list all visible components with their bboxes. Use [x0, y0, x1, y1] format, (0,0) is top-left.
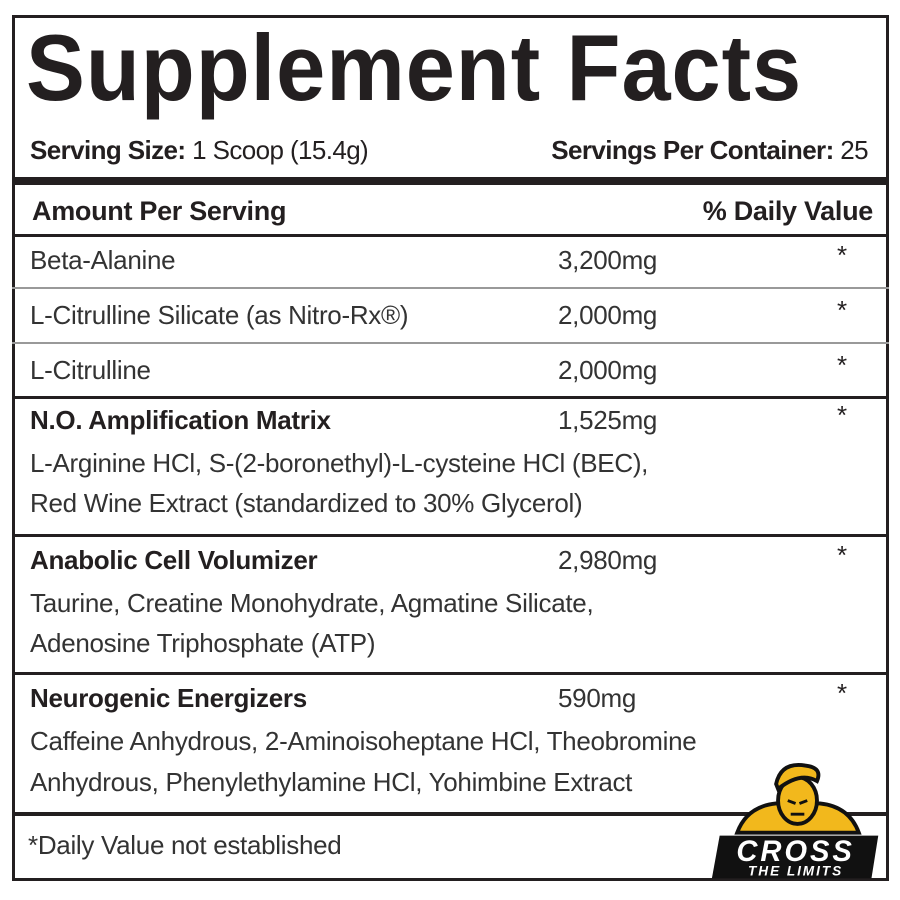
footnote: *Daily Value not established [28, 830, 342, 860]
divider [12, 534, 889, 537]
ingredient-name: L-Citrulline [30, 355, 151, 385]
divider [12, 342, 889, 344]
blend-amount: 1,525mg [558, 405, 658, 435]
ingredient-dv: * [837, 295, 847, 325]
ingredient-amount: 2,000mg [558, 300, 658, 330]
blend-dv: * [837, 540, 847, 570]
header-amount: Amount Per Serving [32, 196, 287, 226]
blend-amount: 2,980mg [558, 545, 658, 575]
svg-text:THE LIMITS: THE LIMITS [748, 863, 843, 878]
ingredient-name: L-Citrulline Silicate (as Nitro-Rx®) [30, 300, 409, 330]
svg-text:CROSS: CROSS [736, 836, 854, 868]
divider [12, 812, 889, 816]
blend-name: Anabolic Cell Volumizer [30, 545, 318, 575]
blend-ingredients: Caffeine Anhydrous, 2-Aminoisoheptane HC… [30, 726, 697, 756]
serving-size-label: Serving Size: [30, 135, 186, 165]
serving-info: Serving Size: 1 Scoop (15.4g) Servings P… [30, 134, 869, 166]
blend-name: N.O. Amplification Matrix [30, 405, 331, 435]
blend-dv: * [837, 400, 847, 430]
blend-ingredients: Taurine, Creatine Monohydrate, Agmatine … [30, 588, 594, 618]
ingredient-name: Beta-Alanine [30, 245, 176, 275]
servings-value: 25 [840, 135, 868, 165]
blend-ingredients: L-Arginine HCl, S-(2-boronethyl)-L-cyste… [30, 448, 649, 478]
ingredient-dv: * [837, 350, 847, 380]
blend-amount: 590mg [558, 683, 636, 713]
divider [12, 287, 889, 289]
serving-size: Serving Size: 1 Scoop (15.4g) [30, 134, 369, 166]
supplement-facts-panel [12, 15, 889, 881]
servings-label: Servings Per Container: [551, 135, 834, 165]
divider [12, 234, 889, 237]
header-daily-value: % Daily Value [702, 196, 874, 226]
ingredient-dv: * [837, 240, 847, 270]
servings-per-container: Servings Per Container: 25 [551, 134, 868, 166]
cross-the-limits-logo: CROSS THE LIMITS [711, 763, 879, 878]
divider [12, 396, 889, 399]
blend-name: Neurogenic Energizers [30, 683, 307, 713]
thick-divider [12, 177, 889, 185]
ingredient-amount: 3,200mg [558, 245, 658, 275]
ingredient-amount: 2,000mg [558, 355, 658, 385]
blend-ingredients: Anhydrous, Phenylethylamine HCl, Yohimbi… [30, 767, 633, 797]
blend-ingredients: Adenosine Triphosphate (ATP) [30, 628, 376, 658]
divider [12, 672, 889, 675]
serving-size-value: 1 Scoop (15.4g) [192, 135, 369, 165]
blend-ingredients: Red Wine Extract (standardized to 30% Gl… [30, 488, 583, 518]
panel-title: Supplement Facts [26, 15, 803, 120]
blend-dv: * [837, 678, 847, 708]
